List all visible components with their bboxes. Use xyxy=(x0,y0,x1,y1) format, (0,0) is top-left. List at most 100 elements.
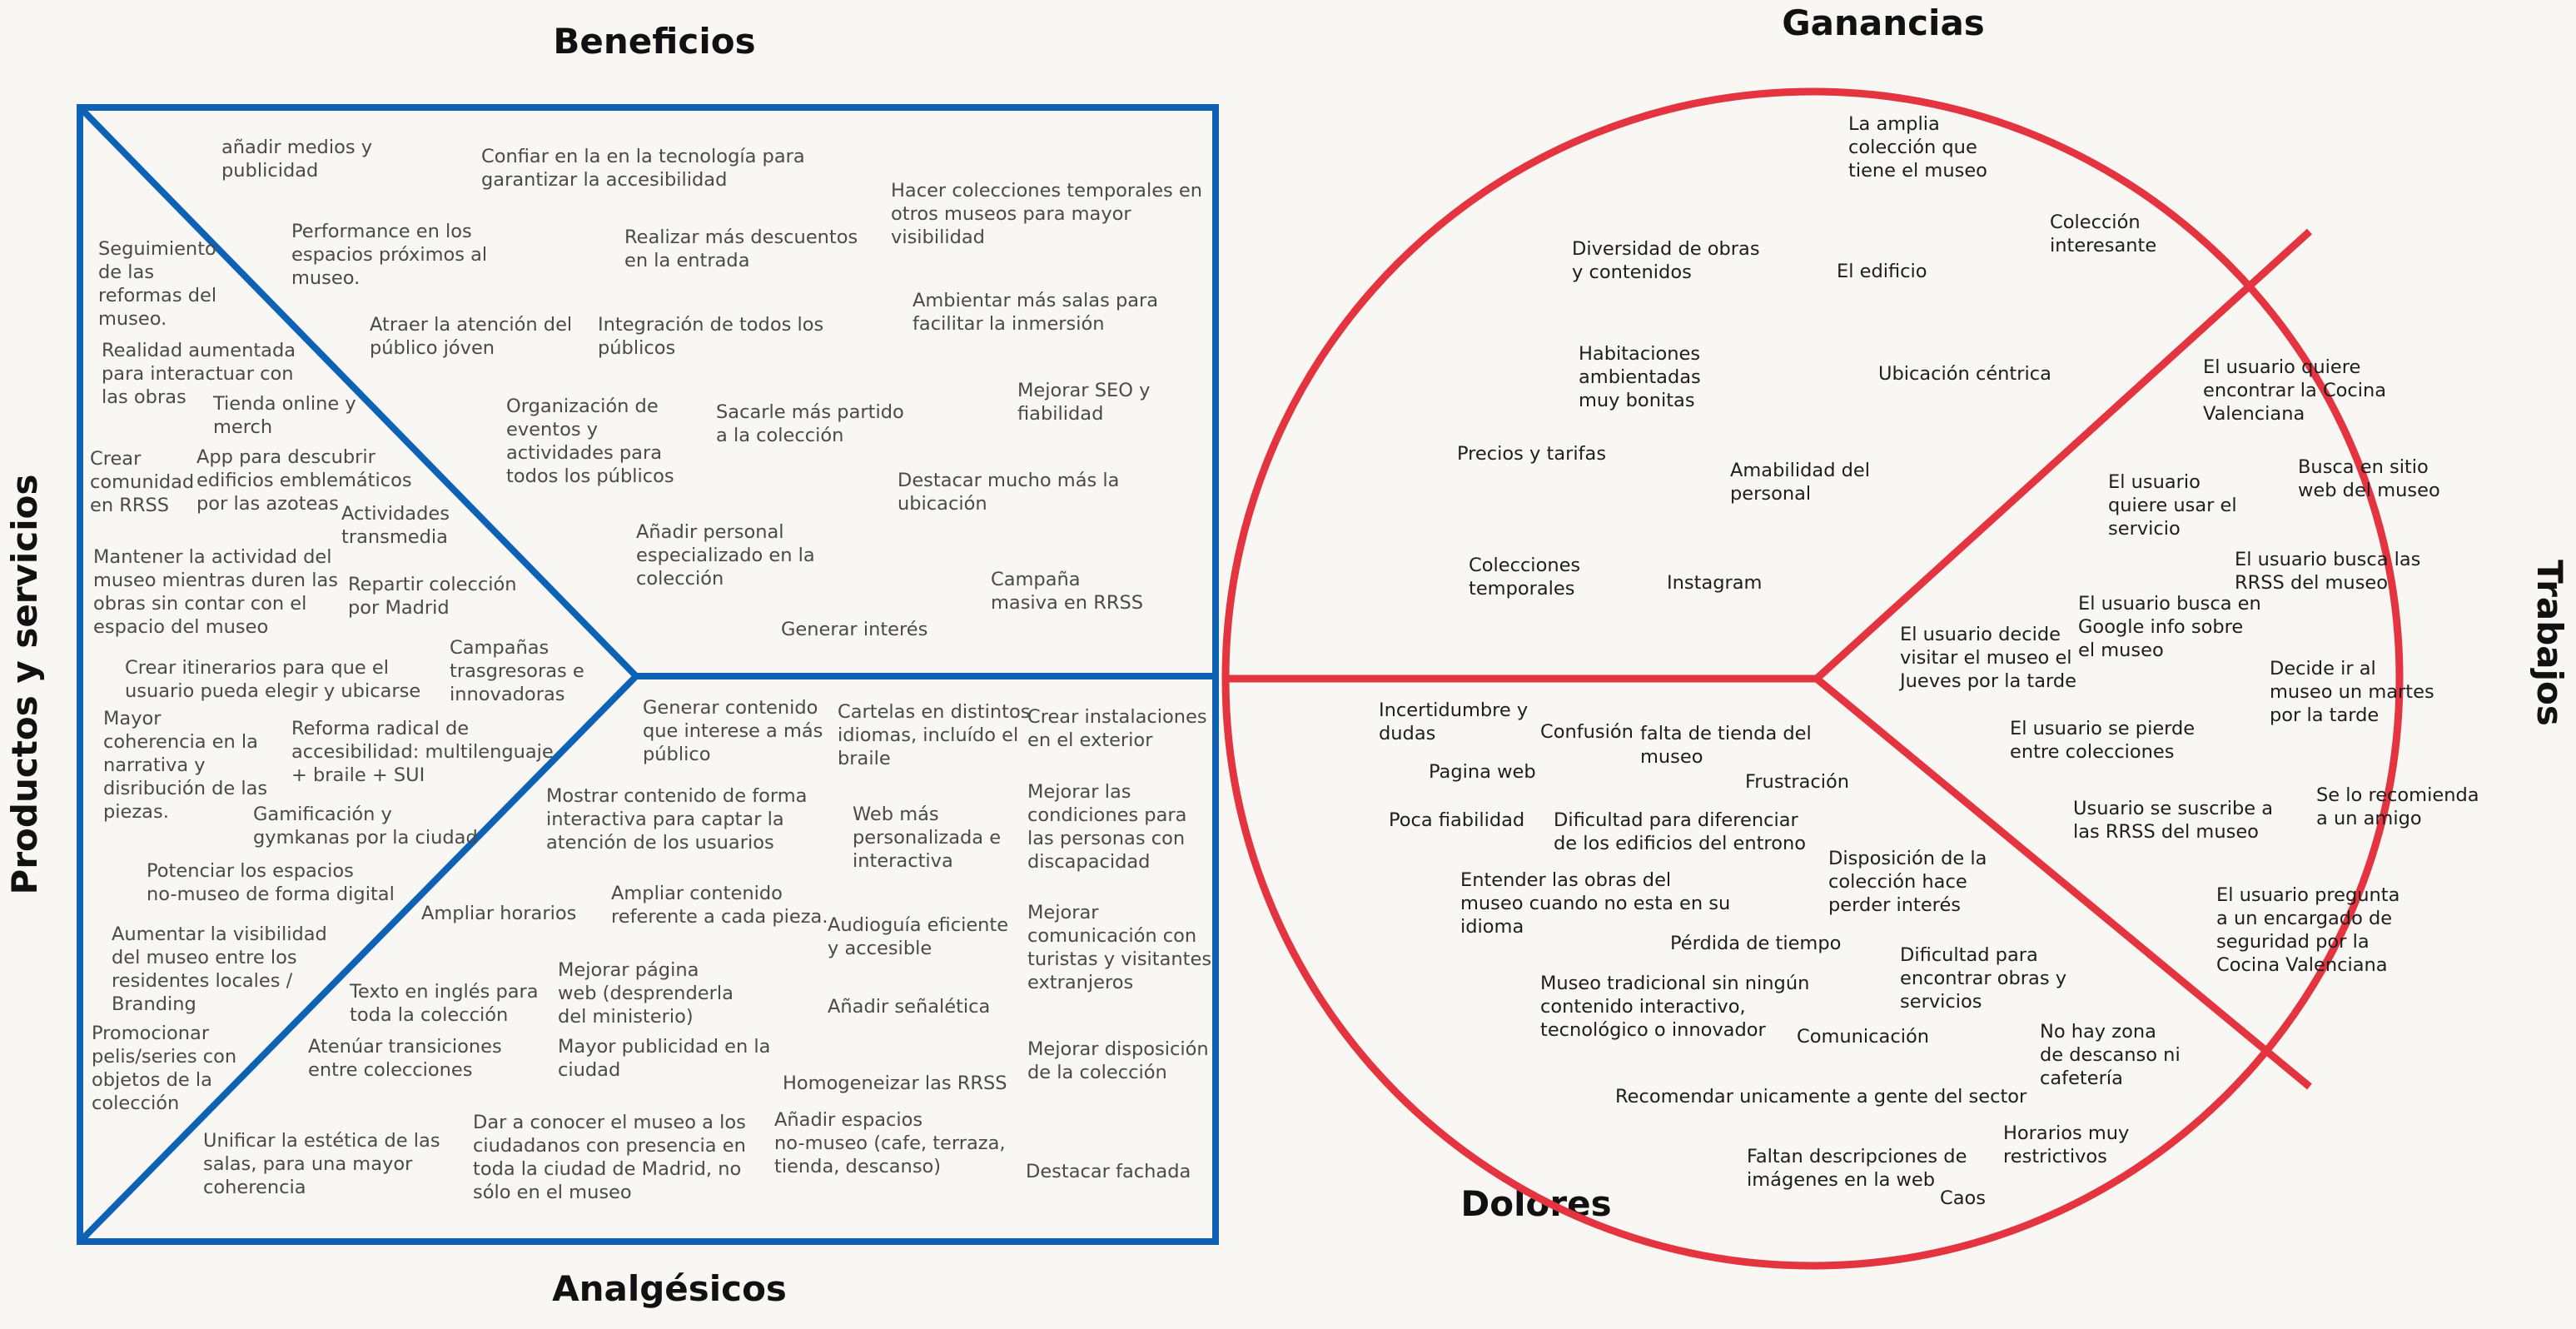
note-line: eventos y xyxy=(506,419,598,441)
note-line: y accesible xyxy=(828,938,932,959)
note: Realizar más descuentos en la entrada xyxy=(624,226,858,271)
note-line: Comunicación xyxy=(1797,1026,1929,1048)
note-line: no-museo (cafe, terraza, xyxy=(774,1132,1006,1154)
note-line: no-museo de forma digital xyxy=(147,884,395,905)
note-line: No hay zona xyxy=(2040,1021,2156,1043)
note: Atraer la atención del público jóven xyxy=(370,314,572,359)
note-line: Atraer la atención del xyxy=(370,314,572,336)
note: Ampliar contenido referente a cada pieza. xyxy=(611,883,828,928)
note-line: Poca fiabilidad xyxy=(1389,809,1524,831)
note: Confiar en la en la tecnología para garan… xyxy=(481,146,805,191)
note-line: RRSS del museo xyxy=(2235,572,2388,594)
note: Promocionar pelis/series con objetos de la… xyxy=(92,1023,236,1114)
note-line: discapacidad xyxy=(1027,851,1150,873)
note-line: Usuario se suscribe a xyxy=(2073,798,2273,819)
note-line: encontrar la Cocina xyxy=(2203,380,2386,401)
note-line: ciudad xyxy=(558,1059,620,1081)
note-line: usuario pueda elegir y ubicarse xyxy=(125,680,420,702)
note-line: a un amigo xyxy=(2316,808,2422,829)
note-line: añadir medios y xyxy=(221,137,372,158)
note-line: extranjeros xyxy=(1027,972,1133,993)
note: Mejorar disposición de la colección xyxy=(1027,1038,1209,1083)
note-line: Reforma radical de xyxy=(291,718,469,739)
note-line: museo cuando no esta en su xyxy=(1460,893,1730,914)
note-line: narrativa y xyxy=(103,754,206,776)
note-line: idioma xyxy=(1460,916,1524,938)
note-line: encontrar obras y xyxy=(1900,968,2066,989)
note-line: El usuario busca las xyxy=(2235,549,2420,570)
note-line: restrictivos xyxy=(2003,1146,2107,1167)
note: Pérdida de tiempo xyxy=(1670,933,1841,954)
note-line: de la colección xyxy=(1027,1062,1167,1083)
note-line: Mejorar las xyxy=(1027,781,1131,803)
note-line: sólo en el museo xyxy=(473,1182,632,1203)
note-line: de los edificios del entrono xyxy=(1554,833,1806,854)
circle-divider-lower xyxy=(1814,675,2312,1090)
note-line: El edificio xyxy=(1837,261,1927,282)
note: Reforma radical de accesibilidad: multile… xyxy=(291,718,554,786)
note-line: a un encargado de xyxy=(2216,908,2392,929)
note: Se lo recomienda a un amigo xyxy=(2316,784,2479,829)
note: Colección interesante xyxy=(2050,212,2156,256)
note-line: las RRSS del museo xyxy=(2073,821,2259,843)
note-line: dudas xyxy=(1379,723,1435,744)
note-line: referente a cada pieza. xyxy=(611,906,828,928)
note: Realidad aumentada para interactuar con la… xyxy=(102,340,296,408)
note: Destacar fachada xyxy=(1026,1161,1191,1182)
note: Actividades transmedia xyxy=(341,503,450,548)
note-line: Realidad aumentada xyxy=(102,340,296,361)
note-line: servicios xyxy=(1900,991,1982,1013)
note-line: museo un martes xyxy=(2270,681,2434,703)
note-line: disribución de las xyxy=(103,778,267,799)
note: Ubicación céntrica xyxy=(1878,363,2051,385)
note-line: personalizada e xyxy=(853,827,1001,849)
note: Poca fiabilidad xyxy=(1389,809,1524,831)
note: Aumentar la visibilidad del museo entre l… xyxy=(112,923,327,1015)
note-line: Recomendar unicamente a gente del sector xyxy=(1615,1086,2027,1108)
note-line: El usuario pregunta xyxy=(2216,884,2399,906)
note-line: Mejorar xyxy=(1027,902,1099,923)
note-line: por la tarde xyxy=(2270,704,2379,726)
note-line: colección que xyxy=(1848,137,1977,158)
note-line: residentes locales / xyxy=(112,970,293,992)
note: Repartir colección por Madrid xyxy=(348,574,517,619)
note-line: comunidad xyxy=(90,471,194,493)
note-line: coherencia xyxy=(203,1177,306,1198)
note-line: tecnológico o innovador xyxy=(1540,1019,1767,1041)
note-line: muy bonitas xyxy=(1579,390,1695,411)
note-line: Integración de todos los xyxy=(598,314,823,336)
note-line: entre colecciones xyxy=(308,1059,473,1081)
note-line: Ubicación céntrica xyxy=(1878,363,2051,385)
note: Instagram xyxy=(1667,572,1762,594)
note: Recomendar unicamente a gente del sector xyxy=(1615,1086,2027,1108)
note: Dificultad para diferenciar de los edific… xyxy=(1554,809,1806,854)
note-line: tienda, descanso) xyxy=(774,1156,941,1177)
note: Frustración xyxy=(1745,771,1849,793)
note-line: Habitaciones xyxy=(1579,343,1700,365)
note: Gamificación y gymkanas por la ciudad xyxy=(253,804,478,849)
note-line: espacios próximos al xyxy=(291,244,487,266)
dolores-notes: Incertidumbre y dudas Confusión falta de … xyxy=(1379,699,2181,1209)
note-line: Horarios muy xyxy=(2003,1122,2129,1144)
note-line: colección xyxy=(636,568,724,590)
note-line: Destacar fachada xyxy=(1026,1161,1191,1182)
note-line: Destacar mucho más la xyxy=(898,470,1119,491)
note-line: Confiar en la en la tecnología para xyxy=(481,146,805,167)
note: Ambientar más salas para facilitar la inm… xyxy=(913,290,1158,335)
note: Audioguía eficiente y accesible xyxy=(828,914,1008,959)
note-line: ambientadas xyxy=(1579,366,1701,388)
note: Añadir espacios no-museo (cafe, terraza, t… xyxy=(774,1109,1006,1177)
note-line: imágenes en la web xyxy=(1747,1169,1935,1191)
note-line: idiomas, incluído el xyxy=(838,724,1018,746)
note-line: Audioguía eficiente xyxy=(828,914,1008,936)
note-line: museo mientras duren las xyxy=(93,570,338,591)
note-line: Mejorar página xyxy=(558,959,699,981)
note-line: Añadir señalética xyxy=(828,996,990,1018)
note-line: falta de tienda del xyxy=(1640,723,1812,744)
note: Ampliar horarios xyxy=(421,903,576,924)
note-line: de las xyxy=(98,261,154,283)
note-line: visibilidad xyxy=(891,226,985,248)
trabajos-heading: Trabajos xyxy=(2529,560,2570,726)
trabajos-notes: El usuario quiere encontrar la Cocina Vale… xyxy=(1898,356,2479,976)
note-line: El usuario quiere xyxy=(2203,356,2360,378)
